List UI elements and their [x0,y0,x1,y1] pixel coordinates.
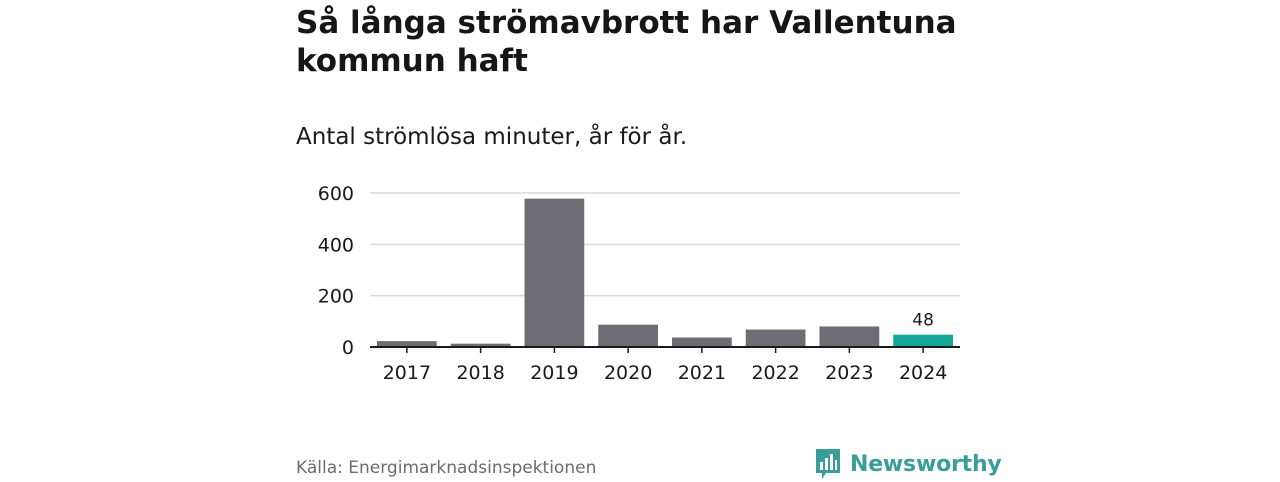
y-tick-label: 400 [318,234,354,256]
chart-title: Så långa strömavbrott har Vallentuna kom… [296,5,957,79]
bar [745,329,806,347]
y-tick-label: 0 [342,337,354,359]
source-note: Källa: Energimarknadsinspektionen [296,458,597,478]
newsworthy-bar-chart-logo-icon [816,449,840,479]
x-tick-label: 2024 [899,362,947,384]
bar [893,334,953,347]
grid-lines [370,192,960,297]
bar [598,324,658,347]
bar [524,198,585,347]
y-axis-tick-labels: 0 200 400 600 [318,183,354,359]
x-tick-label: 2023 [825,362,873,384]
x-tick-label: 2019 [530,362,578,384]
y-tick-label: 200 [318,286,354,308]
y-tick-label: 600 [318,183,354,205]
x-tick-label: 2022 [751,362,799,384]
data-labels: 48 [912,311,934,331]
bar [819,326,880,347]
x-tick-label: 2020 [604,362,652,384]
x-tick-label: 2018 [456,362,504,384]
bars [377,198,953,347]
bar [377,341,437,347]
x-tick-label: 2017 [383,362,431,384]
chart-subtitle: Antal strömlösa minuter, år för år. [296,124,688,150]
data-label: 48 [912,311,934,331]
bar [450,343,511,347]
x-axis [370,346,960,353]
brand-name: Newsworthy [850,451,1002,477]
x-tick-label: 2021 [678,362,726,384]
brand-logo: Newsworthy [814,446,1002,482]
x-axis-tick-labels: 2017 2018 2019 2020 2021 2022 2023 2024 [383,362,948,384]
bar [672,337,732,347]
